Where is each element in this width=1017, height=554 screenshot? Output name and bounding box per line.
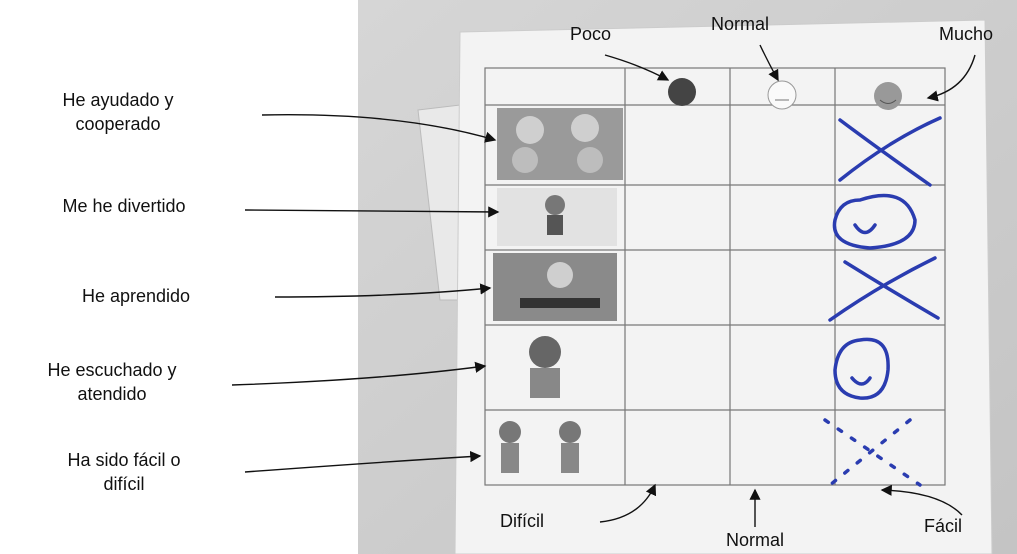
row-label: He escuchado y	[47, 360, 176, 380]
row-label: atendido	[77, 384, 146, 404]
face-icons	[668, 78, 902, 110]
arrows	[231, 44, 976, 527]
row-label: difícil	[103, 474, 144, 494]
worksheet-table	[484, 67, 946, 486]
row-pictures	[493, 108, 623, 473]
row-label: He ayudado y	[62, 90, 173, 110]
row-label: cooperado	[75, 114, 160, 134]
row-label: He aprendido	[82, 286, 190, 306]
bottom-label: Difícil	[500, 511, 544, 531]
handwritten-marks	[823, 116, 942, 487]
column-label: Normal	[711, 14, 769, 34]
bottom-label: Normal	[726, 530, 784, 550]
row-label: Me he divertido	[62, 196, 185, 216]
row-label: Ha sido fácil o	[67, 450, 180, 470]
column-label: Mucho	[939, 24, 993, 44]
column-label: Poco	[570, 24, 611, 44]
bottom-label: Fácil	[924, 516, 962, 536]
